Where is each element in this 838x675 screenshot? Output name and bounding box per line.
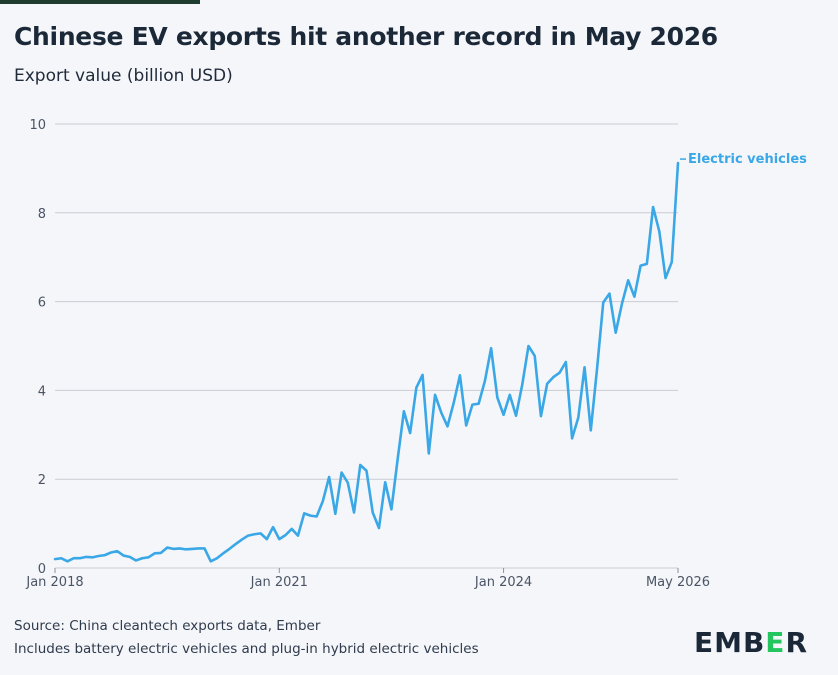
series-group: Electric vehicles (53, 152, 807, 563)
logo-text-2: R (785, 626, 808, 659)
x-tick-label-0: Jan 2018 (25, 575, 83, 590)
y-tick-label-8: 8 (38, 207, 46, 222)
source-note: Source: China cleantech exports data, Em… (14, 618, 321, 634)
y-tick-label-4: 4 (38, 384, 46, 399)
chart-title: Chinese EV exports hit another record in… (14, 22, 718, 51)
y-tick-label-0: 0 (38, 562, 46, 577)
y-tick-label-10: 10 (29, 118, 46, 133)
line-chart: 0 2 4 6 8 10 Jan 2018 Jan 2021 Jan 2024 May 2026… (25, 118, 807, 590)
series-line-electric-vehicles (53, 161, 680, 563)
y-tick-label-6: 6 (38, 296, 46, 311)
y-tick-label-2: 2 (38, 473, 46, 488)
logo-text-accent: E (765, 626, 786, 659)
x-tick-label-3: May 2026 (646, 575, 710, 590)
y-axis-ticks: 0 2 4 6 8 10 (29, 118, 46, 577)
x-axis-ticks: Jan 2018 Jan 2021 Jan 2024 May 2026 (25, 568, 710, 590)
grid-lines (55, 123, 678, 569)
series-label-electric-vehicles: Electric vehicles (688, 152, 807, 167)
top-accent-bar (0, 0, 200, 4)
chart-subtitle: Export value (billion USD) (14, 66, 233, 86)
x-tick-label-1: Jan 2021 (250, 575, 308, 590)
ember-logo: EMBER (694, 626, 808, 659)
logo-text-1: EMB (693, 626, 766, 659)
x-tick-label-2: Jan 2024 (474, 575, 532, 590)
footnote: Includes battery electric vehicles and p… (14, 641, 479, 657)
